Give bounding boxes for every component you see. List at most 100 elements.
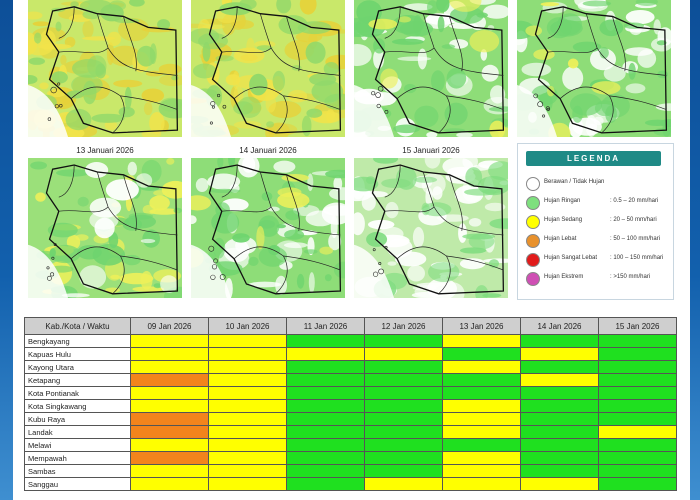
rainfall-map bbox=[517, 0, 671, 137]
rain-level-cell bbox=[130, 464, 209, 478]
rain-level-cell bbox=[598, 399, 677, 413]
regency-name-cell: Kubu Raya bbox=[24, 412, 131, 426]
date-column-header: 14 Jan 2026 bbox=[520, 317, 599, 335]
rain-level-cell bbox=[364, 399, 443, 413]
rain-level-cell bbox=[442, 412, 521, 426]
table-row: Landak bbox=[24, 425, 677, 439]
rain-level-cell bbox=[442, 360, 521, 374]
map-panel-2 bbox=[191, 0, 345, 137]
rainfall-map bbox=[191, 0, 345, 137]
rain-level-cell bbox=[208, 425, 287, 439]
rain-level-cell bbox=[208, 464, 287, 478]
rain-level-cell bbox=[598, 425, 677, 439]
rainfall-map bbox=[354, 0, 508, 137]
map-panel-4 bbox=[517, 0, 671, 137]
rain-level-cell bbox=[208, 373, 287, 387]
date-column-header: 13 Jan 2026 bbox=[442, 317, 521, 335]
table-row: Kayong Utara bbox=[24, 360, 677, 374]
rain-level-cell bbox=[208, 412, 287, 426]
rain-level-cell bbox=[208, 360, 287, 374]
map-date-title: 13 Januari 2026 bbox=[76, 146, 134, 155]
rain-level-cell bbox=[130, 360, 209, 374]
regency-name-cell: Kota Singkawang bbox=[24, 399, 131, 413]
map-panel-1 bbox=[28, 0, 182, 137]
rain-level-cell bbox=[598, 477, 677, 491]
rain-level-cell bbox=[598, 334, 677, 348]
legend-swatch bbox=[526, 177, 540, 191]
legend-range: : >150 mm/hari bbox=[610, 274, 651, 280]
rain-level-cell bbox=[208, 477, 287, 491]
rain-level-cell bbox=[442, 425, 521, 439]
legend-label: Hujan Ekstrem bbox=[544, 274, 584, 280]
rain-level-cell bbox=[442, 477, 521, 491]
regency-name-cell: Ketapang bbox=[24, 373, 131, 387]
rain-level-cell bbox=[130, 451, 209, 465]
rain-level-cell bbox=[130, 386, 209, 400]
rain-level-cell bbox=[130, 373, 209, 387]
rain-level-cell bbox=[598, 451, 677, 465]
map-date-title: 15 Januari 2026 bbox=[402, 146, 460, 155]
rain-level-cell bbox=[130, 438, 209, 452]
rain-level-cell bbox=[598, 464, 677, 478]
rain-level-cell bbox=[598, 373, 677, 387]
rain-level-cell bbox=[286, 464, 365, 478]
rain-level-cell bbox=[130, 399, 209, 413]
rain-level-cell bbox=[286, 334, 365, 348]
rain-level-cell bbox=[520, 412, 599, 426]
rain-level-cell bbox=[130, 347, 209, 361]
map-panel-3 bbox=[354, 0, 508, 137]
regency-name-cell: Kapuas Hulu bbox=[24, 347, 131, 361]
rain-level-cell bbox=[364, 464, 443, 478]
map-panel-15-jan: 15 Januari 2026 bbox=[354, 143, 508, 299]
right-edge-band bbox=[690, 0, 700, 500]
legend-title: LEGENDA bbox=[526, 151, 661, 166]
legend-label: Hujan Ringan bbox=[544, 198, 581, 204]
rain-level-cell bbox=[130, 477, 209, 491]
regency-name-cell: Kota Pontianak bbox=[24, 386, 131, 400]
legend-label: Berawan / Tidak Hujan bbox=[544, 179, 605, 185]
legend-range: : 100 – 150 mm/hari bbox=[610, 255, 664, 261]
rainfall-map bbox=[28, 0, 182, 137]
rain-level-cell bbox=[520, 399, 599, 413]
rain-level-cell bbox=[208, 334, 287, 348]
rain-level-cell bbox=[520, 334, 599, 348]
rain-level-cell bbox=[520, 464, 599, 478]
rain-level-cell bbox=[598, 360, 677, 374]
rain-level-cell bbox=[520, 425, 599, 439]
rain-level-cell bbox=[520, 360, 599, 374]
rain-level-cell bbox=[130, 334, 209, 348]
rain-level-cell bbox=[364, 347, 443, 361]
rain-level-cell bbox=[520, 373, 599, 387]
regency-name-cell: Sambas bbox=[24, 464, 131, 478]
date-column-header: 10 Jan 2026 bbox=[208, 317, 287, 335]
legend-range: : 0.5 – 20 mm/hari bbox=[610, 198, 659, 204]
rain-level-cell bbox=[364, 438, 443, 452]
table-row: Ketapang bbox=[24, 373, 677, 387]
rain-level-cell bbox=[520, 386, 599, 400]
rain-level-cell bbox=[364, 373, 443, 387]
table-row: Mempawah bbox=[24, 451, 677, 465]
map-panel-13-jan: 13 Januari 2026 bbox=[28, 143, 182, 299]
rain-level-cell bbox=[598, 438, 677, 452]
rain-level-cell bbox=[442, 464, 521, 478]
table-row: Sambas bbox=[24, 464, 677, 478]
rain-level-cell bbox=[364, 425, 443, 439]
table-row: Kota Pontianak bbox=[24, 386, 677, 400]
legend-range: : 50 – 100 mm/hari bbox=[610, 236, 661, 242]
rain-level-cell bbox=[520, 451, 599, 465]
rain-level-cell bbox=[286, 425, 365, 439]
rainfall-forecast-table: Kab./Kota / Waktu 09 Jan 2026 10 Jan 202… bbox=[24, 317, 677, 491]
table-row: Kota Singkawang bbox=[24, 399, 677, 413]
rain-level-cell bbox=[598, 412, 677, 426]
rain-level-cell bbox=[442, 347, 521, 361]
regency-name-cell: Mempawah bbox=[24, 451, 131, 465]
rain-level-cell bbox=[286, 386, 365, 400]
left-edge-band bbox=[0, 0, 13, 500]
rain-level-cell bbox=[286, 451, 365, 465]
regency-name-cell: Melawi bbox=[24, 438, 131, 452]
rain-level-cell bbox=[286, 373, 365, 387]
rain-level-cell bbox=[286, 477, 365, 491]
date-column-header: 11 Jan 2026 bbox=[286, 317, 365, 335]
rain-level-cell bbox=[286, 412, 365, 426]
table-corner-header: Kab./Kota / Waktu bbox=[24, 317, 131, 335]
